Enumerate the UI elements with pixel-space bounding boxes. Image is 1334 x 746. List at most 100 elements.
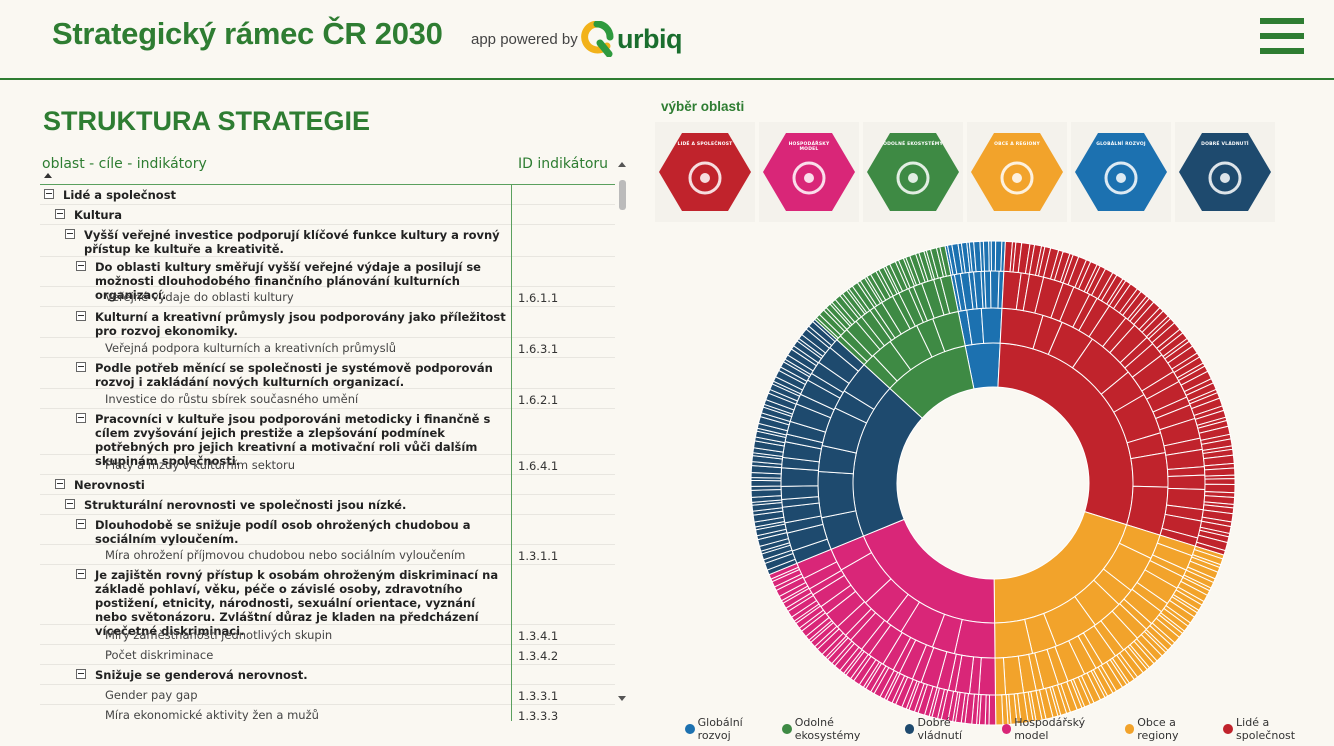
collapse-toggle-icon[interactable]: [55, 209, 65, 219]
indicator-label: Investice do růstu sbírek současného umě…: [105, 392, 359, 406]
sunburst-subgoal-segment[interactable]: [1167, 474, 1206, 491]
collapse-toggle-icon[interactable]: [55, 479, 65, 489]
indicator-row[interactable]: Veřejné výdaje do oblasti kultury 1.6.1.1: [40, 287, 615, 307]
sunburst-goal-segment[interactable]: [1130, 452, 1169, 488]
collapse-toggle-icon[interactable]: [76, 413, 86, 423]
area-tile-lide[interactable]: LIDÉ A SPOLEČNOST: [655, 122, 755, 222]
indicator-label: Veřejné výdaje do oblasti kultury: [105, 290, 294, 304]
indicator-label: Veřejná podpora kulturních a kreativních…: [105, 341, 397, 355]
scroll-down-icon[interactable]: [618, 696, 626, 701]
indicator-row[interactable]: Počet diskriminace 1.3.4.2: [40, 645, 615, 665]
collapse-toggle-icon[interactable]: [65, 229, 75, 239]
area-tile-hospodarsky[interactable]: HOSPODÁŘSKÝ MODEL: [759, 122, 859, 222]
hexagon-icon: [1075, 133, 1167, 211]
legend-item[interactable]: Odolné ekosystémy: [782, 716, 899, 742]
area-tile-label: OBCE A REGIONY: [994, 142, 1040, 147]
indicator-row[interactable]: Platy a mzdy v kulturním sektoru 1.6.4.1: [40, 455, 615, 475]
indicator-row[interactable]: Investice do růstu sbírek současného umě…: [40, 389, 615, 409]
node-label: Strukturální nerovnosti ve společnosti j…: [84, 498, 407, 512]
scroll-up-icon[interactable]: [618, 162, 626, 167]
node-label: Dlouhodobě se snižuje podíl osob ohrožen…: [95, 518, 471, 546]
indicator-row[interactable]: Veřejná podpora kulturních a kreativních…: [40, 338, 615, 358]
tree-node-row[interactable]: Lidé a společnost: [40, 185, 615, 205]
menu-bar-icon: [1260, 33, 1304, 39]
sunburst-subgoal-segment[interactable]: [983, 270, 992, 309]
area-tile-obce[interactable]: OBCE A REGIONY: [967, 122, 1067, 222]
legend-label: Lidé a společnost: [1236, 716, 1296, 742]
tree-node-row[interactable]: Kultura: [40, 205, 615, 225]
sunburst-indicator-segment[interactable]: [1204, 478, 1236, 485]
structure-tree: Lidé a společnost Kultura Vyšší veřejné in…: [40, 185, 615, 721]
column-header-area[interactable]: oblast - cíle - indikátory: [42, 156, 207, 172]
legend-item[interactable]: Dobré vládnutí: [904, 716, 996, 742]
collapse-toggle-icon[interactable]: [65, 499, 75, 509]
sunburst-indicator-segment[interactable]: [750, 479, 782, 487]
legend-item[interactable]: Lidé a společnost: [1223, 716, 1328, 742]
indicator-row[interactable]: Míra ekonomické aktivity žen a mužů 1.3.3…: [40, 705, 615, 721]
legend-dot-icon: [1223, 724, 1234, 734]
app-title: Strategický rámec ČR 2030: [52, 16, 443, 51]
sunburst-goal-segment[interactable]: [980, 307, 1003, 344]
legend-dot-icon: [1124, 724, 1135, 734]
legend-dot-icon: [685, 724, 695, 734]
indicator-id: 1.6.1.1: [518, 291, 559, 305]
sunburst-subgoal-segment[interactable]: [780, 485, 820, 501]
app-header: Strategický rámec ČR 2030 app powered by…: [0, 0, 1334, 80]
area-tile-odolne[interactable]: ODOLNÉ EKOSYSTÉMY: [863, 122, 963, 222]
indicator-label: Míra ekonomické aktivity žen a mužů: [105, 708, 319, 721]
tree-node-row[interactable]: Pracovníci v kultuře jsou podporováni me…: [40, 409, 615, 468]
hexagon-icon: [971, 133, 1063, 211]
collapse-toggle-icon[interactable]: [76, 261, 86, 271]
tree-node-row[interactable]: Snižuje se genderová nerovnost.: [40, 665, 615, 685]
node-label: Do oblasti kultury směřují vyšší veřejné…: [95, 260, 481, 302]
legend-item[interactable]: Obce a regiony: [1124, 716, 1218, 742]
tree-node-row[interactable]: Kulturní a kreativní průmysly jsou podpo…: [40, 307, 615, 338]
tree-node-row[interactable]: Strukturální nerovnosti ve společnosti j…: [40, 495, 615, 515]
indicator-label: Počet diskriminace: [105, 648, 214, 662]
node-label: Kulturní a kreativní průmysly jsou podpo…: [95, 310, 506, 338]
legend-item[interactable]: Hospodářský model: [1001, 716, 1119, 742]
indicator-id: 1.3.4.2: [518, 649, 559, 663]
column-header-id[interactable]: ID indikátoru: [518, 156, 609, 172]
collapse-toggle-icon[interactable]: [76, 669, 86, 679]
tree-scrollbar[interactable]: [617, 160, 628, 705]
hexagon-icon: [867, 133, 959, 211]
hamburger-menu-button[interactable]: [1260, 18, 1304, 55]
indicator-id: 1.3.1.1: [518, 549, 559, 563]
sunburst-indicator-segment[interactable]: [939, 245, 952, 277]
tree-node-row[interactable]: Nerovnosti: [40, 475, 615, 495]
hexagon-icon: [1179, 133, 1271, 211]
collapse-toggle-icon[interactable]: [76, 311, 86, 321]
urbiq-logo-icon: [581, 21, 614, 57]
collapse-toggle-icon[interactable]: [76, 569, 86, 579]
scroll-thumb[interactable]: [619, 180, 626, 210]
area-tile-globalni[interactable]: GLOBÁLNÍ ROZVOJ: [1071, 122, 1171, 222]
sunburst-subgoal-segment[interactable]: [780, 467, 819, 487]
indicator-row[interactable]: Míry zaměstnanosti jednotlivých skupin 1.…: [40, 625, 615, 645]
hexagon-icon: [659, 133, 751, 211]
sunburst-goal-segment[interactable]: [817, 470, 857, 519]
menu-bar-icon: [1260, 18, 1304, 24]
tree-node-row[interactable]: Vyšší veřejné investice podporují klíčov…: [40, 225, 615, 257]
area-tile-label: DOBRÉ VLÁDNUTÍ: [1201, 142, 1249, 147]
indicator-label: Gender pay gap: [105, 688, 198, 702]
area-tile-dobre[interactable]: DOBRÉ VLÁDNUTÍ: [1175, 122, 1275, 222]
collapse-toggle-icon[interactable]: [44, 189, 54, 199]
urbiq-logo[interactable]: urbiq: [580, 21, 683, 57]
area-tile-label: LIDÉ A SPOLEČNOST: [677, 142, 733, 147]
collapse-toggle-icon[interactable]: [76, 362, 86, 372]
collapse-toggle-icon[interactable]: [76, 519, 86, 529]
tree-node-row[interactable]: Je zajištěn rovný přístup k osobám ohrož…: [40, 565, 615, 638]
sunburst-subgoal-segment[interactable]: [994, 657, 1007, 696]
indicator-label: Platy a mzdy v kulturním sektoru: [105, 458, 296, 472]
indicator-row[interactable]: Gender pay gap 1.3.3.1: [40, 685, 615, 705]
indicator-row[interactable]: Míra ohrožení příjmovou chudobou nebo so…: [40, 545, 615, 565]
tree-node-row[interactable]: Dlouhodobě se snižuje podíl osob ohrožen…: [40, 515, 615, 546]
tree-node-row[interactable]: Podle potřeb měnící se společnosti je sy…: [40, 358, 615, 389]
legend-dot-icon: [1001, 724, 1012, 734]
sort-ascending-icon[interactable]: [44, 173, 52, 178]
indicator-id: 1.6.3.1: [518, 342, 559, 356]
legend-item[interactable]: Globální rozvoj: [685, 716, 776, 742]
tree-node-row[interactable]: Do oblasti kultury směřují vyšší veřejné…: [40, 257, 615, 302]
area-selector-label: výběr oblasti: [661, 99, 745, 114]
